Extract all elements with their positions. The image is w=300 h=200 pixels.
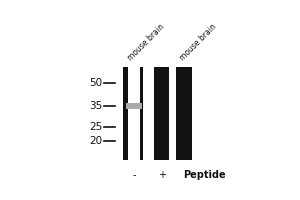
- Bar: [154, 67, 170, 160]
- Bar: [126, 103, 142, 109]
- Text: Peptide: Peptide: [184, 170, 226, 180]
- Bar: [123, 67, 143, 160]
- Text: 50: 50: [89, 78, 102, 88]
- Text: 25: 25: [89, 122, 102, 132]
- Bar: [176, 67, 191, 160]
- Text: -: -: [132, 170, 136, 180]
- Bar: [128, 67, 140, 160]
- Text: +: +: [158, 170, 166, 180]
- Text: mouse brain: mouse brain: [127, 22, 167, 62]
- Text: 20: 20: [89, 136, 102, 146]
- Text: 35: 35: [89, 101, 102, 111]
- Text: mouse brain: mouse brain: [178, 22, 218, 62]
